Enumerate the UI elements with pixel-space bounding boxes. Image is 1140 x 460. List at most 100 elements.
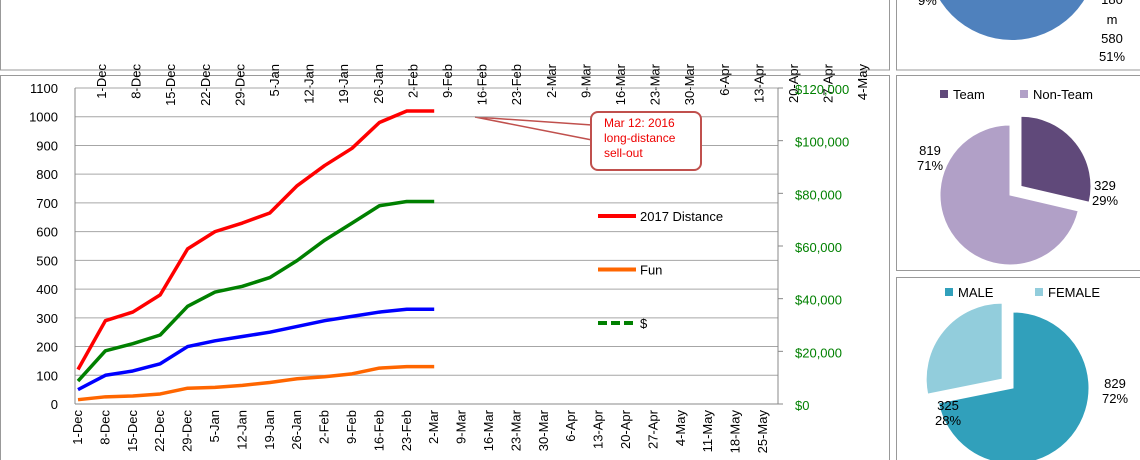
- value-label: 829: [1104, 376, 1126, 391]
- y-tick-label: 300: [36, 311, 58, 326]
- x-tick-label: 22-Dec: [152, 410, 167, 452]
- x-tick-label: 12-Jan: [302, 64, 317, 104]
- x-tick-label: 5-Jan: [207, 410, 222, 443]
- pie-label: m: [1107, 12, 1118, 27]
- y-tick-label: 700: [36, 196, 58, 211]
- y2-tick-label: $120,000: [795, 82, 849, 97]
- percent-label: 72%: [1102, 391, 1128, 406]
- y-tick-label: 600: [36, 225, 58, 240]
- pie-slice: [937, 311, 1090, 460]
- panel: [0, 75, 890, 460]
- legend-swatch: [940, 90, 948, 98]
- x-tick-label: 4-May: [673, 410, 688, 447]
- panel: [896, 75, 1140, 271]
- y-tick-label: 900: [36, 138, 58, 153]
- callout-pointer: [474, 116, 593, 126]
- x-tick-label: 8-Dec: [129, 64, 144, 99]
- x-tick-label: 29-Dec: [180, 410, 195, 452]
- legend-swatch: [1020, 90, 1028, 98]
- callout-pointer: [474, 116, 593, 141]
- x-tick-label: 2-Mar: [426, 409, 441, 444]
- y-tick-label: 1000: [29, 110, 58, 125]
- pie-slice: [939, 0, 1085, 40]
- legend-label: FEMALE: [1048, 285, 1100, 300]
- line: [76, 109, 435, 371]
- x-tick-label: 23-Feb: [399, 410, 414, 451]
- legend-label: MALE: [958, 285, 994, 300]
- x-tick-label: 13-Apr: [591, 409, 606, 449]
- x-tick-label: 19-Jan: [262, 410, 277, 450]
- legend-label: Non-Team: [1033, 87, 1093, 102]
- percent-label: 71%: [917, 158, 943, 173]
- x-tick-label: 16-Mar: [613, 63, 628, 105]
- value-label: 819: [919, 143, 941, 158]
- x-tick-label: 15-Dec: [163, 64, 178, 106]
- x-tick-label: 19-Jan: [336, 64, 351, 104]
- y2-tick-label: $40,000: [795, 293, 842, 308]
- x-tick-label: 27-Apr: [821, 63, 836, 103]
- x-tick-label: 16-Mar: [481, 409, 496, 451]
- x-tick-label: 30-Mar: [536, 409, 551, 451]
- x-tick-label: 16-Feb: [371, 410, 386, 451]
- x-tick-label: 16-Feb: [475, 64, 490, 105]
- pie-slice: [925, 302, 1003, 395]
- x-tick-label: 20-Apr: [618, 409, 633, 449]
- x-tick-label: 8-Dec: [97, 410, 112, 445]
- pie-label: 580: [1101, 31, 1123, 46]
- y-tick-label: 500: [36, 253, 58, 268]
- legend-label: Fun: [640, 263, 662, 278]
- y2-tick-label: $20,000: [795, 345, 842, 360]
- x-tick-label: 1-Dec: [94, 64, 109, 99]
- y-tick-label: 400: [36, 282, 58, 297]
- legend-swatch: [945, 288, 953, 296]
- x-tick-label: 15-Dec: [125, 410, 140, 452]
- x-tick-label: 9-Mar: [454, 409, 469, 444]
- legend-label: $: [640, 316, 648, 331]
- value-label: 325: [937, 398, 959, 413]
- x-tick-label: 20-Apr: [786, 63, 801, 103]
- x-tick-label: 26-Jan: [289, 410, 304, 450]
- panel: [896, 277, 1140, 460]
- value-label: 329: [1094, 178, 1116, 193]
- panel: [896, 0, 1140, 71]
- x-tick-label: 5-Jan: [267, 64, 282, 97]
- x-tick-label: 9-Feb: [440, 64, 455, 98]
- x-tick-label: 9-Mar: [578, 63, 593, 98]
- pie-label: 180: [1101, 0, 1123, 7]
- x-tick-label: 2-Mar: [544, 63, 559, 98]
- legend-label: Team: [953, 87, 985, 102]
- line: [77, 364, 435, 402]
- x-tick-label: 4-May: [855, 64, 870, 101]
- x-tick-label: 23-Mar: [648, 63, 663, 105]
- x-tick-label: 2-Feb: [317, 410, 332, 444]
- x-tick-label: 26-Jan: [371, 64, 386, 104]
- x-tick-label: 11-May: [700, 410, 715, 453]
- x-tick-label: 6-Apr: [563, 409, 578, 441]
- x-tick-label: 2-Feb: [405, 64, 420, 98]
- legend-label: 2017 Distance: [640, 209, 723, 224]
- x-tick-label: 9-Feb: [344, 410, 359, 444]
- y2-tick-label: $100,000: [795, 135, 849, 150]
- pie-slice: [939, 124, 1079, 266]
- x-tick-label: 12-Jan: [234, 410, 249, 450]
- line: [77, 307, 435, 392]
- x-tick-label: 18-May: [728, 410, 743, 454]
- x-tick-label: 25-May: [755, 410, 770, 454]
- x-tick-label: 23-Feb: [509, 64, 524, 105]
- x-tick-label: 6-Apr: [717, 63, 732, 95]
- x-tick-label: 23-Mar: [508, 409, 523, 451]
- pie-slice: [1020, 115, 1092, 203]
- percent-label: 28%: [935, 413, 961, 428]
- y-tick-label: 0: [51, 397, 58, 412]
- pie-label: 51%: [1099, 49, 1125, 64]
- x-tick-label: 30-Mar: [682, 63, 697, 105]
- x-tick-label: 22-Dec: [198, 64, 213, 106]
- line: [76, 199, 435, 383]
- y-tick-label: 800: [36, 167, 58, 182]
- panel: [0, 0, 890, 71]
- x-tick-label: 1-Dec: [70, 410, 85, 445]
- percent-label: 29%: [1092, 193, 1118, 208]
- annotation: Mar 12: 2016 long-distance sell-out: [590, 111, 702, 171]
